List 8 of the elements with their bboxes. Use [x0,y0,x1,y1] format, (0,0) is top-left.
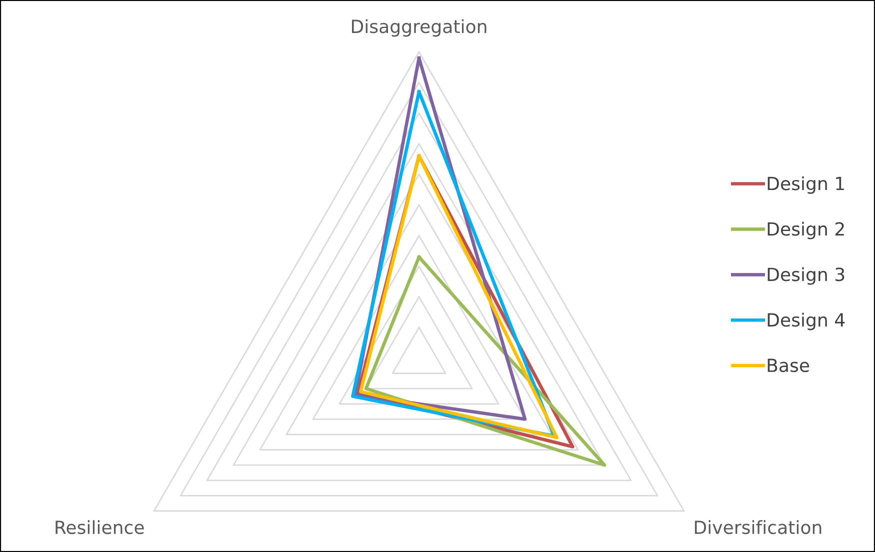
legend-label: Design 3 [768,267,844,285]
legend-label: Base [768,358,810,372]
spoke-label: Disaggregation [352,19,486,37]
spoke-label: Diversification [694,520,822,534]
legend-label: Design 2 [768,222,844,240]
legend-label: Design 1 [768,176,844,194]
legend-label: Design 4 [768,312,845,330]
spoke-label: Resilience [56,520,144,534]
